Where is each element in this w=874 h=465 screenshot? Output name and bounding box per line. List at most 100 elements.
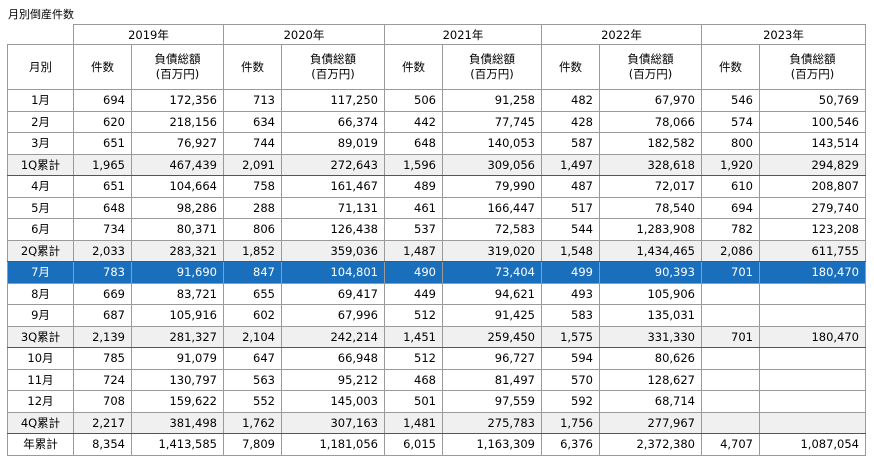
- row-label: 3月: [7, 132, 74, 155]
- count-cell: 2,033: [73, 239, 132, 262]
- amount-header-line1: 負債総額: [469, 52, 515, 66]
- count-cell: 1,852: [223, 239, 282, 262]
- count-cell: [701, 411, 760, 434]
- amount-cell: 272,643: [281, 153, 385, 176]
- amount-cell: 283,321: [131, 239, 224, 262]
- count-cell: 648: [384, 132, 443, 155]
- amount-cell: 72,583: [442, 218, 542, 241]
- count-cell: 1,756: [541, 411, 600, 434]
- amount-cell: 90,393: [599, 261, 702, 284]
- amount-header-line2: (百万円): [311, 67, 355, 81]
- amount-cell: 611,755: [759, 239, 866, 262]
- amount-header-line1: 負債総額: [154, 52, 201, 66]
- amount-header-line1: 負債総額: [789, 52, 836, 66]
- amount-cell: 2,372,380: [599, 433, 702, 456]
- amount-cell: 359,036: [281, 239, 385, 262]
- row-label: 3Q累計: [7, 325, 74, 348]
- amount-cell: 180,470: [759, 261, 866, 284]
- amount-cell: 91,425: [442, 304, 542, 327]
- amount-cell: 307,163: [281, 411, 385, 434]
- count-cell: 594: [541, 347, 600, 370]
- table-row: 12月 708 159,622 552 145,003 501 97,559 592 68,71…: [7, 390, 866, 413]
- row-label: 6月: [7, 218, 74, 241]
- table-row: 11月 724 130,797 563 95,212 468 81,497 570 128,62…: [7, 368, 866, 391]
- amount-cell: 145,003: [281, 390, 385, 413]
- amount-cell: 67,970: [599, 89, 702, 112]
- subtotal-row: 4Q累計 2,217 381,498 1,762 307,163 1,481 275,783…: [7, 411, 866, 434]
- amount-cell: 275,783: [442, 411, 542, 434]
- amount-header-line2: (百万円): [470, 67, 514, 81]
- count-cell: 694: [73, 89, 132, 112]
- row-label: 10月: [7, 347, 74, 370]
- amount-cell: [759, 282, 866, 305]
- count-cell: 651: [73, 175, 132, 198]
- count-cell: 288: [223, 196, 282, 219]
- amount-header-line1: 負債総額: [310, 52, 356, 66]
- count-cell: 8,354: [73, 433, 132, 456]
- amount-cell: 218,156: [131, 110, 224, 133]
- amount-cell: 279,740: [759, 196, 866, 219]
- count-cell: 563: [223, 368, 282, 391]
- count-cell: 499: [541, 261, 600, 284]
- count-cell: 1,596: [384, 153, 443, 176]
- count-cell: 2,139: [73, 325, 132, 348]
- amount-column-header: 負債総額 (百万円): [281, 44, 385, 90]
- amount-cell: 294,829: [759, 153, 866, 176]
- amount-cell: 208,807: [759, 175, 866, 198]
- amount-cell: [759, 347, 866, 370]
- count-cell: 687: [73, 304, 132, 327]
- amount-cell: 66,948: [281, 347, 385, 370]
- amount-cell: 79,990: [442, 175, 542, 198]
- amount-cell: 180,470: [759, 325, 866, 348]
- row-label: 8月: [7, 282, 74, 305]
- table-row: 3月 651 76,927 744 89,019 648 140,053 587 182,582…: [7, 132, 866, 155]
- count-cell: 701: [701, 325, 760, 348]
- amount-cell: 309,056: [442, 153, 542, 176]
- count-column-header: 件数: [384, 44, 443, 90]
- count-cell: 783: [73, 261, 132, 284]
- row-label: 7月: [7, 261, 74, 284]
- count-cell: 2,104: [223, 325, 282, 348]
- count-cell: 587: [541, 132, 600, 155]
- count-cell: 490: [384, 261, 443, 284]
- row-label: 12月: [7, 390, 74, 413]
- amount-cell: 281,327: [131, 325, 224, 348]
- amount-cell: 172,356: [131, 89, 224, 112]
- amount-cell: 81,497: [442, 368, 542, 391]
- count-cell: 583: [541, 304, 600, 327]
- amount-column-header: 負債総額 (百万円): [599, 44, 702, 90]
- count-cell: 512: [384, 304, 443, 327]
- count-cell: 2,091: [223, 153, 282, 176]
- table-row: 年累計 8,354 1,413,585 7,809 1,181,056 6,015 1,16…: [7, 433, 866, 456]
- amount-cell: 1,181,056: [281, 433, 385, 456]
- count-cell: 708: [73, 390, 132, 413]
- count-cell: 610: [701, 175, 760, 198]
- count-cell: 482: [541, 89, 600, 112]
- amount-cell: 72,017: [599, 175, 702, 198]
- row-label: 5月: [7, 196, 74, 219]
- year-header: 2019年: [73, 24, 224, 45]
- count-cell: 428: [541, 110, 600, 133]
- amount-cell: 242,214: [281, 325, 385, 348]
- count-cell: 570: [541, 368, 600, 391]
- amount-header-line1: 負債総額: [627, 52, 674, 66]
- row-label: 1月: [7, 89, 74, 112]
- count-cell: 1,575: [541, 325, 600, 348]
- amount-cell: 89,019: [281, 132, 385, 155]
- count-cell: 546: [701, 89, 760, 112]
- table-row: 8月 669 83,721 655 69,417 449 94,621 493 105,906: [7, 282, 866, 305]
- count-cell: 461: [384, 196, 443, 219]
- row-label: 1Q累計: [7, 153, 74, 176]
- count-cell: 782: [701, 218, 760, 241]
- count-cell: 487: [541, 175, 600, 198]
- count-column-header: 件数: [73, 44, 132, 90]
- amount-cell: 91,690: [131, 261, 224, 284]
- amount-cell: 67,996: [281, 304, 385, 327]
- table-row: 2月 620 218,156 634 66,374 442 77,745 428 78,066 5…: [7, 110, 866, 133]
- count-cell: 493: [541, 282, 600, 305]
- count-column-header: 件数: [223, 44, 282, 90]
- count-cell: 552: [223, 390, 282, 413]
- count-cell: 2,217: [73, 411, 132, 434]
- amount-cell: 166,447: [442, 196, 542, 219]
- amount-cell: 50,769: [759, 89, 866, 112]
